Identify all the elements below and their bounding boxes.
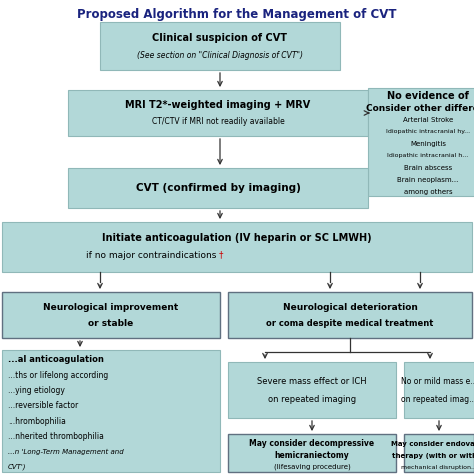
Text: Initiate anticoagulation (IV heparin or SC LMWH): Initiate anticoagulation (IV heparin or … (102, 233, 372, 243)
FancyBboxPatch shape (368, 88, 474, 196)
FancyBboxPatch shape (228, 434, 396, 472)
FancyBboxPatch shape (2, 222, 472, 272)
Text: No or mild mass e...: No or mild mass e... (401, 376, 474, 385)
FancyBboxPatch shape (68, 168, 368, 208)
Text: therapy (with or with...: therapy (with or with... (392, 453, 474, 459)
Text: or stable: or stable (88, 319, 134, 328)
Text: ...hrombophilia: ...hrombophilia (8, 417, 66, 426)
Text: Idiopathic intracranial hy...: Idiopathic intracranial hy... (386, 129, 470, 135)
FancyBboxPatch shape (68, 90, 368, 136)
Text: ...nherited thrombophilia: ...nherited thrombophilia (8, 432, 104, 441)
Text: Neurological improvement: Neurological improvement (44, 302, 179, 311)
Text: ...reversible factor: ...reversible factor (8, 401, 78, 410)
Text: No evidence of: No evidence of (387, 91, 469, 101)
Text: Consider other differe...: Consider other differe... (366, 103, 474, 112)
Text: Neurological deterioration: Neurological deterioration (283, 302, 418, 311)
Text: Proposed Algorithm for the Management of CVT: Proposed Algorithm for the Management of… (77, 8, 397, 20)
Text: Arterial Stroke: Arterial Stroke (403, 117, 453, 123)
Text: Idiopathic intracranial h...: Idiopathic intracranial h... (387, 154, 469, 158)
Text: Meningitis: Meningitis (410, 141, 446, 147)
Text: ...al anticoagulation: ...al anticoagulation (8, 356, 104, 365)
Text: if no major contraindications: if no major contraindications (86, 250, 219, 259)
Text: on repeated imaging: on repeated imaging (268, 394, 356, 403)
FancyBboxPatch shape (2, 292, 220, 338)
Text: Brain neoplasm...: Brain neoplasm... (397, 177, 459, 183)
Text: MRI T2*-weighted imaging + MRV: MRI T2*-weighted imaging + MRV (126, 100, 310, 110)
Text: †: † (219, 250, 224, 259)
Text: ...ths or lifelong according: ...ths or lifelong according (8, 371, 108, 380)
FancyBboxPatch shape (2, 350, 220, 472)
Text: (lifesaving procedure): (lifesaving procedure) (273, 464, 350, 470)
FancyBboxPatch shape (228, 292, 472, 338)
Text: ...ying etiology: ...ying etiology (8, 386, 65, 395)
FancyBboxPatch shape (228, 362, 396, 418)
Text: or coma despite medical treatment: or coma despite medical treatment (266, 319, 434, 328)
Text: hemicraniectomy: hemicraniectomy (274, 452, 349, 461)
Text: Severe mass effect or ICH: Severe mass effect or ICH (257, 376, 367, 385)
FancyBboxPatch shape (100, 22, 340, 70)
Text: on repeated imag...: on repeated imag... (401, 394, 474, 403)
FancyBboxPatch shape (404, 434, 474, 472)
Text: among others: among others (404, 189, 452, 195)
Text: ...n 'Long-Term Management and: ...n 'Long-Term Management and (8, 448, 124, 455)
Text: CT/CTV if MRI not readily available: CT/CTV if MRI not readily available (152, 117, 284, 126)
Text: May consider endovas...: May consider endovas... (391, 441, 474, 447)
Text: (See section on "Clinical Diagnosis of CVT"): (See section on "Clinical Diagnosis of C… (137, 51, 303, 60)
Text: CVT (confirmed by imaging): CVT (confirmed by imaging) (136, 183, 301, 193)
Text: mechanical disruption...: mechanical disruption... (401, 465, 474, 470)
Text: CVT'): CVT') (8, 464, 27, 470)
Text: Brain abscess: Brain abscess (404, 165, 452, 171)
Text: May consider decompressive: May consider decompressive (249, 439, 374, 448)
Text: Clinical suspicion of CVT: Clinical suspicion of CVT (153, 33, 288, 43)
FancyBboxPatch shape (404, 362, 474, 418)
